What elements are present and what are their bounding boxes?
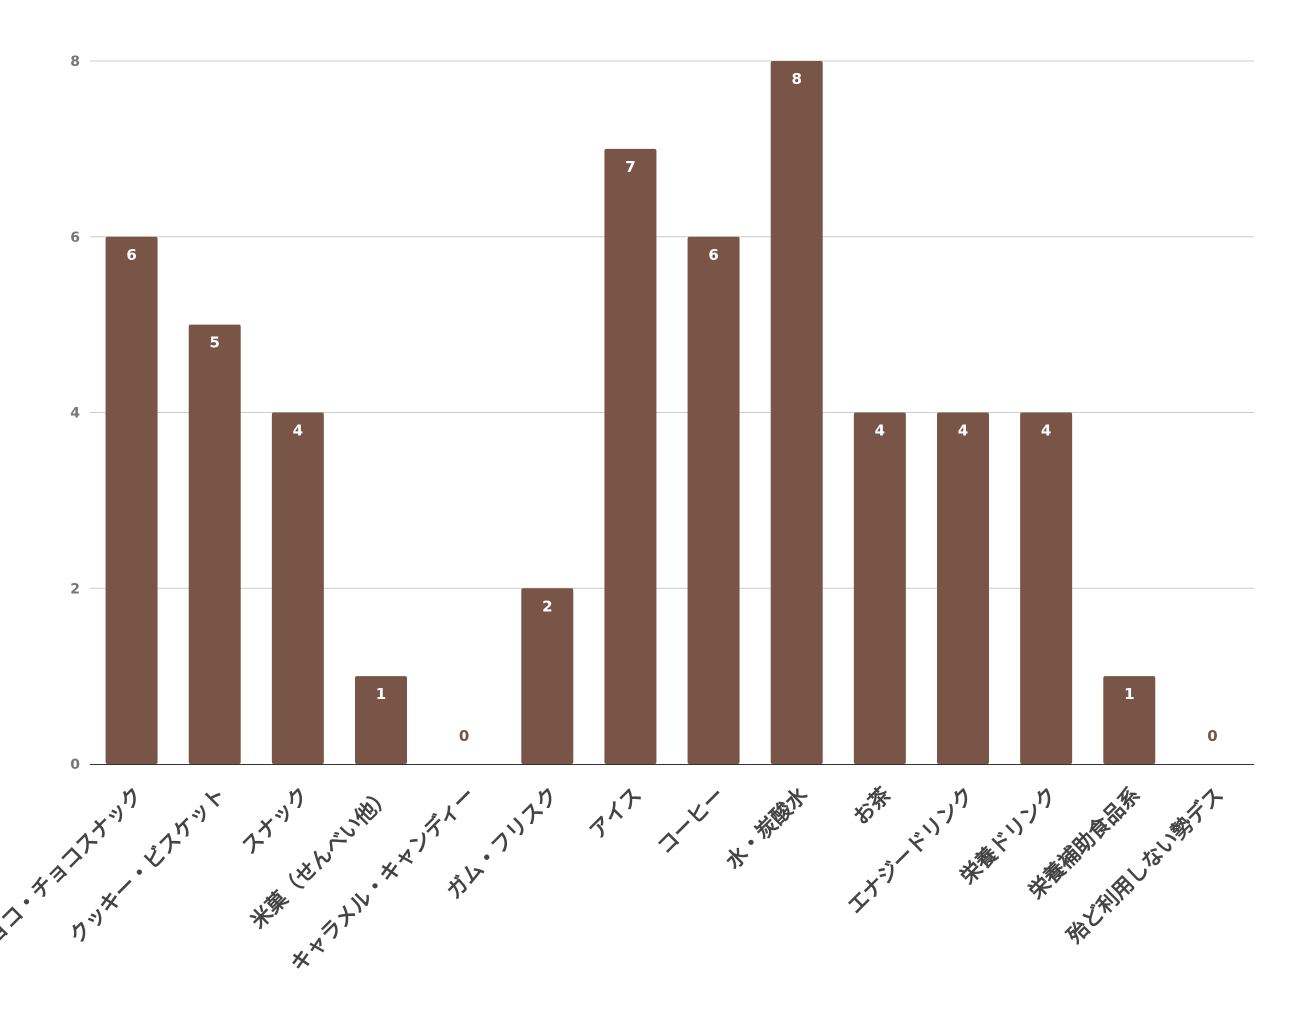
data-label: 6 [126, 246, 136, 264]
category-label: お茶 [849, 782, 896, 829]
data-label: 1 [1124, 685, 1134, 703]
category-label: 殆ど利用しない勢デス [1062, 783, 1228, 949]
data-label: 4 [293, 422, 303, 440]
data-label: 0 [1207, 727, 1217, 745]
data-label: 4 [1041, 422, 1051, 440]
data-label: 4 [958, 422, 968, 440]
y-tick-label: 2 [70, 581, 80, 597]
data-label: 0 [459, 727, 469, 745]
bar [937, 412, 989, 764]
bar [271, 412, 324, 764]
bar [687, 236, 740, 764]
category-label: コーヒー [653, 783, 729, 859]
data-label: 8 [791, 70, 801, 88]
data-label: 2 [542, 597, 552, 615]
category-label: スナック [237, 783, 313, 859]
bar [604, 148, 657, 764]
bar [1103, 676, 1156, 764]
gridlines [90, 60, 1254, 765]
bar [105, 236, 158, 764]
data-label: 4 [875, 422, 885, 440]
bar [188, 324, 241, 764]
category-label: クッキー・ビスケット [65, 783, 230, 948]
y-tick-label: 6 [70, 230, 80, 246]
category-label: 米菓（せんべい他） [246, 783, 397, 934]
data-label: 7 [625, 158, 635, 176]
category-label: 水・炭酸水 [721, 782, 813, 874]
y-tick-label: 8 [70, 54, 80, 70]
y-axis-ticks: 0 2 4 6 8 [70, 54, 80, 773]
data-label: 5 [209, 334, 219, 352]
data-labels: 6 5 4 1 0 2 7 6 8 4 4 4 1 0 [126, 70, 1217, 745]
y-tick-label: 0 [70, 757, 80, 773]
bar [355, 676, 407, 764]
bars [105, 61, 1156, 764]
category-label: アイス [585, 783, 646, 844]
bar [770, 61, 823, 764]
data-label: 6 [708, 246, 718, 264]
bar [521, 588, 574, 764]
bar [1020, 412, 1073, 764]
y-tick-label: 4 [70, 406, 80, 422]
bar [853, 412, 906, 764]
data-label: 1 [376, 685, 386, 703]
